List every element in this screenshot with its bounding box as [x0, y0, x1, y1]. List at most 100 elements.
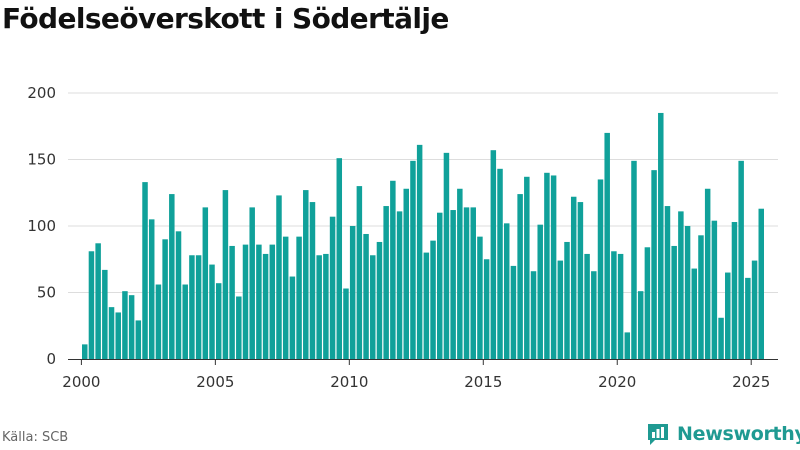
bar: [155, 284, 162, 359]
bar: [658, 112, 664, 359]
bar: [503, 223, 510, 359]
bar: [383, 206, 389, 359]
bar: [343, 288, 349, 359]
bar: [323, 253, 329, 359]
bar: [209, 264, 215, 359]
bar: [537, 224, 543, 359]
bar: [376, 241, 383, 359]
x-axis-labels: 2000 2005 2010 2015 2020 2025: [62, 373, 770, 391]
bar: [711, 220, 718, 359]
brand-logo[interactable]: Newsworthy: [645, 420, 800, 448]
bar: [202, 207, 209, 359]
x-tick-label: 2020: [598, 373, 636, 391]
x-tick-label: 2005: [196, 373, 234, 391]
x-tick-label: 2025: [732, 373, 770, 391]
bar: [517, 194, 523, 359]
x-tick-label: 2000: [62, 373, 100, 391]
bar: [738, 160, 744, 359]
bar: [128, 295, 135, 359]
bar: [550, 175, 557, 359]
bar: [510, 265, 517, 359]
bar: [175, 231, 182, 359]
bar: [530, 271, 537, 359]
bar: [296, 236, 302, 359]
bar: [483, 259, 490, 359]
bar: [430, 240, 436, 359]
bar: [162, 239, 168, 359]
bar: [135, 320, 142, 359]
bar: [82, 344, 88, 359]
bar: [403, 188, 409, 359]
bar: [477, 236, 483, 359]
bar: [148, 219, 155, 359]
bar: [276, 195, 282, 359]
bar: [651, 170, 657, 359]
y-tick-label: 50: [37, 284, 56, 302]
bar: [463, 207, 470, 359]
bar: [410, 160, 416, 359]
bar: [262, 253, 269, 359]
bar: [497, 168, 503, 359]
bar: [490, 150, 497, 359]
bar: [437, 212, 443, 359]
bar: [718, 317, 724, 359]
bar: [356, 186, 363, 359]
bar: [671, 245, 677, 359]
bar: [309, 202, 316, 359]
y-axis-labels: 0 50 100 150 200: [27, 84, 56, 368]
bar: [631, 160, 637, 359]
bar: [664, 206, 671, 359]
bar: [524, 176, 530, 359]
bar: [282, 236, 289, 359]
bar: [591, 271, 597, 359]
bar: [731, 222, 738, 359]
newsworthy-logo-icon: [648, 424, 668, 445]
source-note: Källa: SCB: [2, 430, 69, 445]
bar: [195, 255, 202, 359]
bar: [122, 291, 128, 359]
bar: [222, 190, 229, 359]
bar: [443, 152, 450, 359]
bar: [236, 296, 242, 359]
bar: [108, 307, 115, 359]
bar: [249, 207, 255, 359]
bar: [102, 269, 108, 359]
bars: [82, 112, 764, 359]
bar: [396, 211, 403, 359]
y-tick-label: 200: [27, 84, 56, 102]
bar: [349, 226, 356, 359]
bar: [577, 202, 584, 359]
bar: [691, 268, 698, 359]
x-tick-label: 2010: [330, 373, 368, 391]
bar: [256, 244, 262, 359]
bar: [289, 276, 296, 359]
bar: [698, 235, 704, 359]
bar: [316, 255, 322, 359]
bar: [564, 241, 570, 359]
bar: [544, 172, 550, 359]
bar: [215, 283, 222, 359]
bar: [604, 132, 610, 359]
bar: [336, 158, 343, 359]
bar: [725, 272, 731, 359]
x-tick-label: 2015: [464, 373, 502, 391]
bar: [142, 182, 148, 359]
bar: [637, 291, 644, 359]
bar: [457, 188, 463, 359]
bar: [423, 252, 430, 359]
bar: [450, 210, 456, 359]
bar: [611, 251, 617, 359]
bar: [745, 277, 751, 359]
bar: [329, 216, 336, 359]
bar: [229, 245, 235, 359]
bar: [115, 312, 121, 359]
bar: [189, 255, 195, 359]
bar: [169, 194, 175, 359]
bar: [684, 226, 691, 359]
bar: [617, 253, 624, 359]
bar: [704, 188, 711, 359]
bar: [88, 251, 95, 359]
bar: [597, 179, 604, 359]
bar: [390, 180, 396, 359]
